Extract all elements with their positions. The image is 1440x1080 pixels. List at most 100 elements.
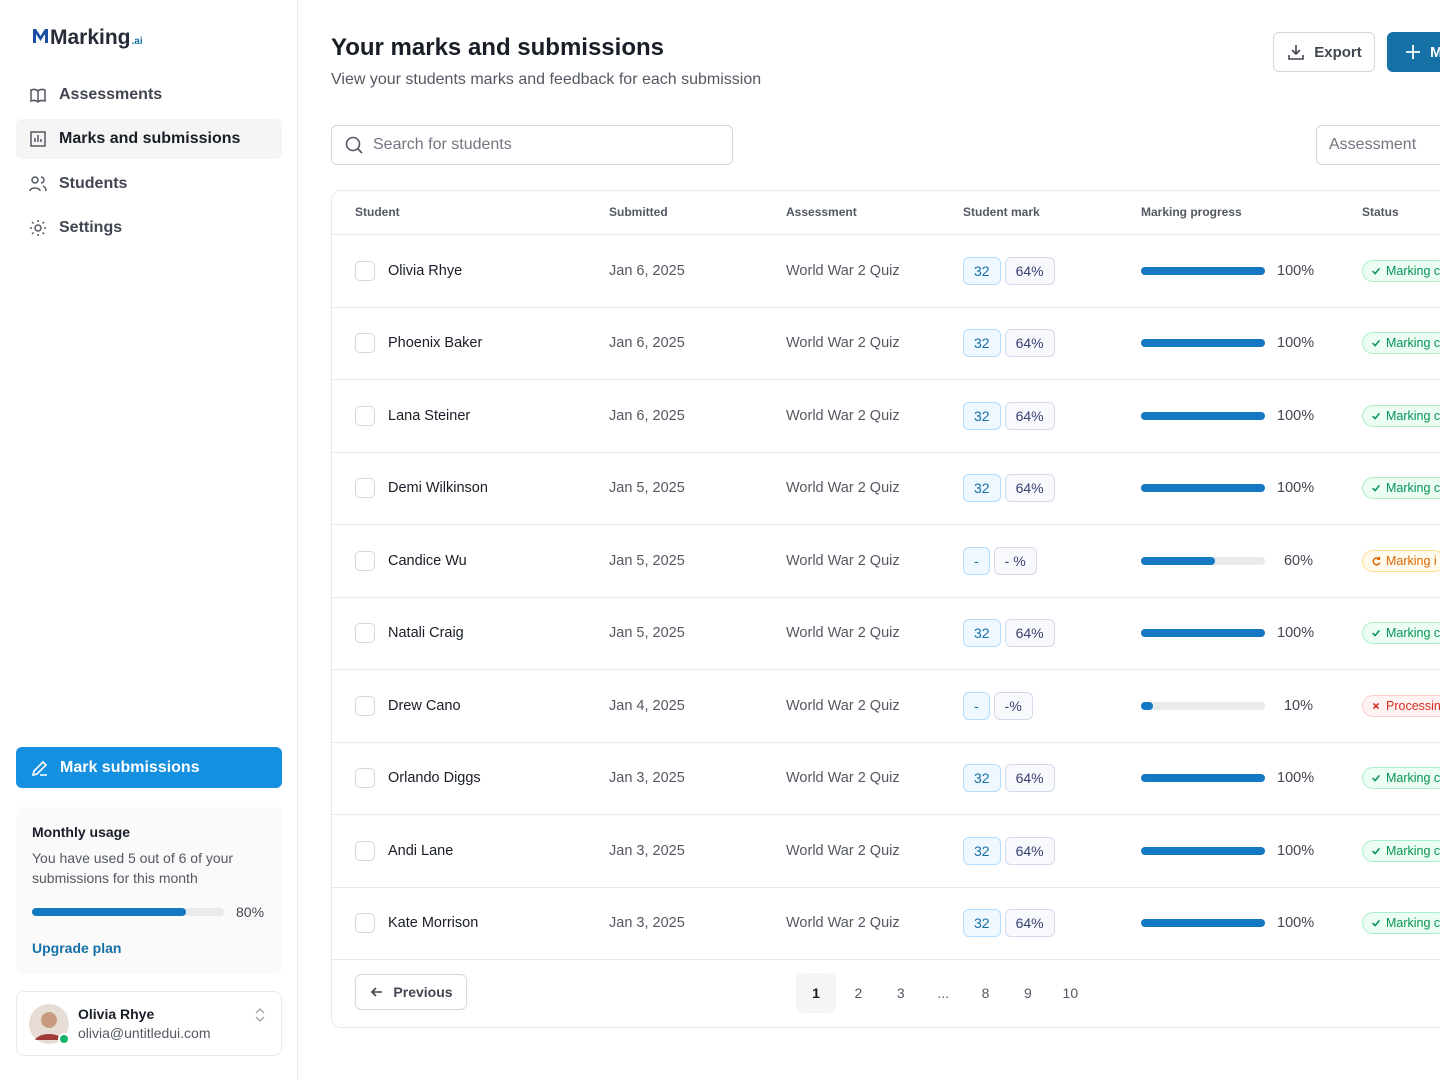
checkbox[interactable] xyxy=(355,333,375,354)
pagination: Previous 1 2 3... 8 9 10 xyxy=(332,959,1440,1027)
primary-button[interactable]: M xyxy=(1387,32,1440,72)
nav-icon xyxy=(30,131,46,148)
nav-label: Students xyxy=(59,174,128,192)
cell: Candice Wu xyxy=(355,525,467,597)
cell: 100% xyxy=(1141,598,1314,670)
assessment-name: World War 2 Quiz xyxy=(786,915,900,932)
usage-track xyxy=(32,908,224,916)
checkbox[interactable] xyxy=(355,260,375,281)
search-placeholder: Search for students xyxy=(373,136,512,153)
upgrade-link[interactable]: Upgrade plan xyxy=(32,940,122,956)
progress-track xyxy=(1141,846,1265,855)
nav-item[interactable]: Assessments xyxy=(16,75,282,115)
status-icon xyxy=(1372,485,1381,492)
page-number[interactable]: 2 xyxy=(854,985,863,1001)
checkbox[interactable] xyxy=(355,623,375,644)
student-name: Olivia Rhye xyxy=(388,262,463,279)
progress-label: 100% xyxy=(1277,335,1315,352)
cell: 10% xyxy=(1141,670,1313,742)
status-icon xyxy=(1372,630,1381,637)
score-badge: 32 xyxy=(963,764,1001,793)
progress-bar xyxy=(1141,846,1265,855)
plus-icon xyxy=(1406,45,1420,59)
page-number[interactable]: 10 xyxy=(1062,985,1079,1001)
checkbox[interactable] xyxy=(355,478,375,499)
percent-badge: 64% xyxy=(1004,256,1055,285)
percent-badge: 64% xyxy=(1004,329,1055,358)
checkbox[interactable] xyxy=(355,695,375,716)
score-badge: 32 xyxy=(963,401,1001,430)
checkbox[interactable] xyxy=(355,768,375,789)
submitted-date: Jan 3, 2025 xyxy=(609,842,685,859)
usage-title: Monthly usage xyxy=(32,824,131,840)
user-email: olivia@untitledui.com xyxy=(78,1025,211,1041)
nav-item[interactable]: Settings xyxy=(16,208,282,248)
cell: 32 64% xyxy=(963,380,1059,452)
status-icon-path xyxy=(1372,630,1381,637)
progress-bar xyxy=(1141,411,1265,420)
student-name: Phoenix Baker xyxy=(388,335,483,352)
status-label: Processin xyxy=(1386,698,1440,713)
score-badge: 32 xyxy=(963,836,1001,865)
progress-label: 100% xyxy=(1277,915,1315,932)
progress-track xyxy=(1141,484,1265,493)
cell: Marking c xyxy=(1362,815,1440,887)
submitted-date: Jan 3, 2025 xyxy=(609,915,685,932)
progress-bar xyxy=(1141,629,1265,638)
search-input[interactable]: Search for students xyxy=(331,125,733,165)
cell: 32 64% xyxy=(963,743,1059,815)
progress-track xyxy=(1141,266,1265,275)
user-card[interactable]: Olivia Rhye olivia@untitledui.com xyxy=(16,991,282,1056)
nav-item[interactable]: Students xyxy=(16,164,282,204)
page-number[interactable]: ... xyxy=(937,985,949,1001)
page-title: Your marks and submissions xyxy=(331,34,664,61)
status-label: Marking c xyxy=(1386,843,1440,858)
score-badge: 32 xyxy=(963,474,1001,503)
percent-badge: - % xyxy=(993,546,1037,575)
assessment-name: World War 2 Quiz xyxy=(786,552,900,569)
export-button[interactable]: Export xyxy=(1273,32,1375,72)
status-icon-path xyxy=(1372,412,1381,420)
nav-icon xyxy=(30,88,46,104)
nav-label: Settings xyxy=(59,218,123,236)
progress-label: 10% xyxy=(1283,697,1313,714)
status-badge: Marking i xyxy=(1362,549,1440,572)
nav-item[interactable]: Marks and submissions xyxy=(16,119,282,160)
progress-bar xyxy=(1141,701,1154,710)
page-number[interactable]: 9 xyxy=(1024,985,1032,1001)
status-label: Marking c xyxy=(1386,263,1440,278)
assessment-name: World War 2 Quiz xyxy=(786,335,900,352)
submitted-date: Jan 5, 2025 xyxy=(609,552,685,569)
status-icon-path xyxy=(1372,702,1380,709)
cell: 100% xyxy=(1141,743,1314,815)
column-header: Student mark xyxy=(963,205,1040,219)
cell: 32 64% xyxy=(963,308,1059,380)
nav-icon xyxy=(29,175,47,191)
page-number[interactable]: 8 xyxy=(981,985,990,1001)
page-number[interactable]: 1 xyxy=(796,973,836,1013)
status-badge: Marking c xyxy=(1362,332,1440,355)
cell: 100% xyxy=(1141,235,1315,307)
assessment-filter[interactable]: Assessment xyxy=(1316,125,1440,165)
progress-label: 100% xyxy=(1277,262,1315,279)
progress-track xyxy=(1141,411,1265,420)
mark-submissions-button[interactable]: Mark submissions xyxy=(16,747,282,788)
checkbox[interactable] xyxy=(355,913,375,934)
cell: Processin xyxy=(1362,670,1440,742)
previous-button[interactable]: Previous xyxy=(355,974,467,1010)
checkbox[interactable] xyxy=(355,405,375,426)
submitted-date: Jan 6, 2025 xyxy=(609,407,685,424)
column-header: Student xyxy=(355,205,400,219)
page-number[interactable]: 3 xyxy=(896,985,905,1001)
table: Student Submitted Assessment Student mark Ma… xyxy=(331,190,1440,1028)
progress-label: 100% xyxy=(1277,842,1315,859)
table-row: Phoenix Baker Jan 6, 2025 World War 2 Quiz… xyxy=(332,306,1440,380)
chevron xyxy=(255,1007,265,1023)
search-icon xyxy=(345,136,363,154)
checkbox[interactable] xyxy=(355,840,375,861)
status-icon-path xyxy=(1372,340,1381,347)
status-badge: Marking c xyxy=(1362,912,1440,935)
status-icon-path xyxy=(1372,267,1381,275)
checkbox[interactable] xyxy=(355,550,375,571)
cell: 100% xyxy=(1141,308,1315,380)
